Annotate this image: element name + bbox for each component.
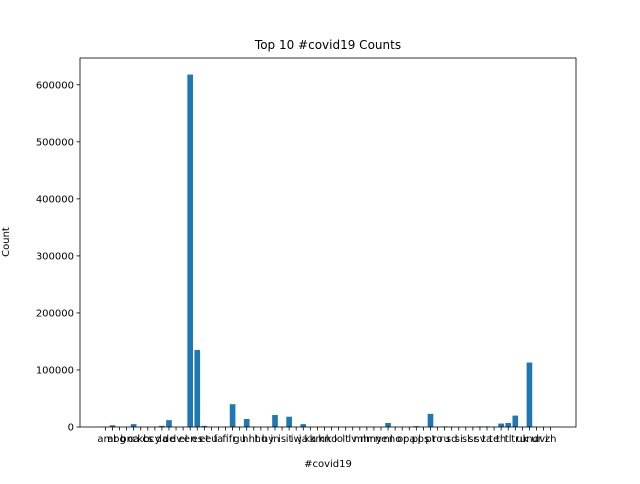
y-axis-label: Count xyxy=(1,227,12,257)
x-tick-label: fi xyxy=(222,434,228,445)
bar xyxy=(131,424,137,427)
bar xyxy=(272,415,278,427)
bar xyxy=(194,350,200,427)
bar xyxy=(527,363,533,427)
y-tick-label: 600000 xyxy=(36,80,74,91)
y-tick-label: 0 xyxy=(68,423,74,434)
bar xyxy=(286,417,292,427)
y-tick-label: 500000 xyxy=(36,137,74,148)
x-axis-label: #covid19 xyxy=(304,459,352,470)
x-tick-label: zh xyxy=(545,434,557,445)
bar xyxy=(428,414,434,427)
bar xyxy=(244,419,250,427)
bar xyxy=(166,420,172,427)
y-tick-label: 300000 xyxy=(36,251,74,262)
bar xyxy=(187,75,193,427)
bar xyxy=(385,423,391,427)
bar xyxy=(498,424,504,427)
y-tick-label: 100000 xyxy=(36,365,74,376)
y-tick-label: 200000 xyxy=(36,308,74,319)
bar xyxy=(505,423,511,427)
bar xyxy=(230,404,236,427)
bar xyxy=(512,416,518,427)
bar xyxy=(300,424,306,427)
chart-title: Top 10 #covid19 Counts xyxy=(254,38,401,52)
y-tick-label: 400000 xyxy=(36,194,74,205)
